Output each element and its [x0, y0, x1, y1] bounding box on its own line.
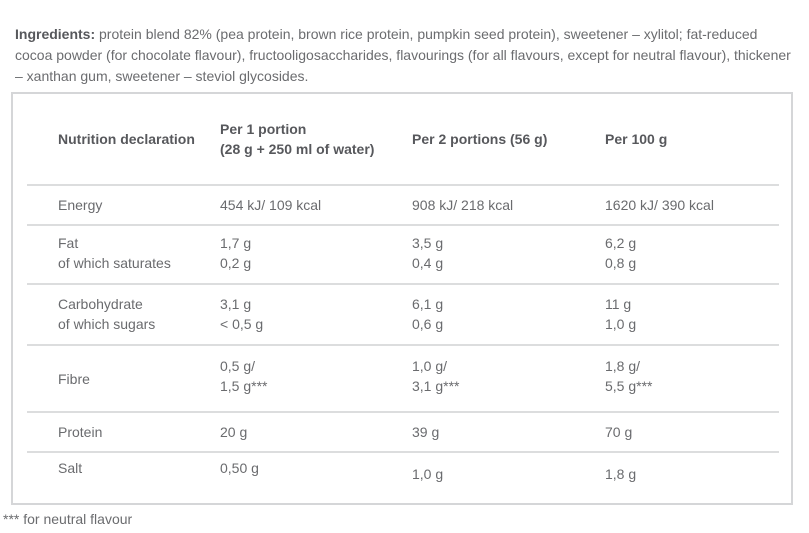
header-per-1-portion: Per 1 portion (28 g + 250 ml of water) — [220, 119, 412, 159]
value-per-portion: 3,1 g < 0,5 g — [220, 285, 412, 344]
value-line: 1,7 g — [220, 235, 252, 251]
header-per-2-portions: Per 2 portions (56 g) — [412, 131, 548, 147]
value-subline: 3,1 g*** — [412, 378, 460, 394]
value-subline: 0,8 g — [605, 255, 637, 271]
ingredients-paragraph: Ingredients: protein blend 82% (pea prot… — [15, 24, 793, 87]
table-header-row: Nutrition declaration Per 1 portion (28 … — [27, 94, 779, 184]
header-per-1-portion-line2: (28 g + 250 ml of water) — [220, 141, 375, 157]
nutrient-sub-label: of which sugars — [58, 316, 156, 332]
value-subline: 0,4 g — [412, 255, 444, 271]
nutrient-name: Protein — [58, 424, 103, 440]
value-line: 1,8 g/ — [605, 358, 641, 374]
value-subline: 1,0 g — [605, 316, 637, 332]
value-line: 3,5 g — [412, 235, 444, 251]
row-fat: Fat of which saturates 1,7 g 0,2 g 3,5 g… — [27, 224, 779, 283]
value-per-2-portions: 1,0 g/ 3,1 g*** — [412, 346, 605, 411]
value-subline: < 0,5 g — [220, 316, 264, 332]
value-subline: 0,6 g — [412, 316, 444, 332]
value-line: 3,1 g — [220, 296, 252, 312]
value-line: 6,2 g — [605, 235, 637, 251]
nutrient-main-label: Fat — [58, 235, 79, 251]
value-subline: 5,5 g*** — [605, 378, 653, 394]
header-nutrition-declaration: Nutrition declaration — [58, 131, 195, 147]
value-per-100g: 1,8 g/ 5,5 g*** — [605, 346, 779, 411]
value-per-100g: 6,2 g 0,8 g — [605, 226, 779, 283]
nutrient-name: Carbohydrate of which sugars — [27, 285, 220, 344]
value-per-100g: 1620 kJ/ 390 kcal — [605, 197, 714, 213]
row-carbohydrate: Carbohydrate of which sugars 3,1 g < 0,5… — [27, 283, 779, 344]
nutrient-sub-label: of which saturates — [58, 255, 171, 271]
ingredients-text: protein blend 82% (pea protein, brown ri… — [15, 26, 791, 84]
value-per-2-portions: 1,0 g — [412, 466, 444, 482]
value-per-2-portions: 908 kJ/ 218 kcal — [412, 197, 514, 213]
footnote: *** for neutral flavour — [3, 511, 133, 527]
value-line: 6,1 g — [412, 296, 444, 312]
row-energy: Energy 454 kJ/ 109 kcal 908 kJ/ 218 kcal… — [27, 184, 779, 224]
value-per-2-portions: 6,1 g 0,6 g — [412, 285, 605, 344]
value-subline: 0,2 g — [220, 255, 252, 271]
value-per-100g: 11 g 1,0 g — [605, 285, 779, 344]
row-fibre: Fibre 0,5 g/ 1,5 g*** 1,0 g/ 3,1 g*** 1,… — [27, 344, 779, 411]
value-per-portion: 0,50 g — [220, 460, 259, 476]
value-line: 1,0 g/ — [412, 358, 448, 374]
value-per-2-portions: 3,5 g 0,4 g — [412, 226, 605, 283]
nutrition-table: Nutrition declaration Per 1 portion (28 … — [11, 92, 793, 505]
value-line: 0,5 g/ — [220, 358, 256, 374]
ingredients-label: Ingredients: — [15, 26, 96, 42]
value-line: 11 g — [605, 296, 632, 312]
header-per-100g: Per 100 g — [605, 131, 668, 147]
value-subline: 1,5 g*** — [220, 378, 268, 394]
value-per-portion: 20 g — [220, 424, 248, 440]
nutrient-name: Fibre — [58, 370, 90, 387]
value-per-100g: 1,8 g — [605, 466, 637, 482]
header-per-1-portion-line1: Per 1 portion — [220, 121, 307, 137]
nutrient-name: Salt — [58, 460, 83, 476]
row-salt: Salt 0,50 g 1,0 g 1,8 g — [27, 451, 779, 503]
value-per-portion: 454 kJ/ 109 kcal — [220, 197, 322, 213]
value-per-100g: 70 g — [605, 424, 633, 440]
nutrient-name: Energy — [58, 197, 103, 213]
nutrient-main-label: Carbohydrate — [58, 296, 143, 312]
value-per-portion: 0,5 g/ 1,5 g*** — [220, 346, 412, 411]
nutrient-name: Fat of which saturates — [27, 226, 220, 283]
row-protein: Protein 20 g 39 g 70 g — [27, 411, 779, 451]
value-per-portion: 1,7 g 0,2 g — [220, 226, 412, 283]
value-per-2-portions: 39 g — [412, 424, 440, 440]
